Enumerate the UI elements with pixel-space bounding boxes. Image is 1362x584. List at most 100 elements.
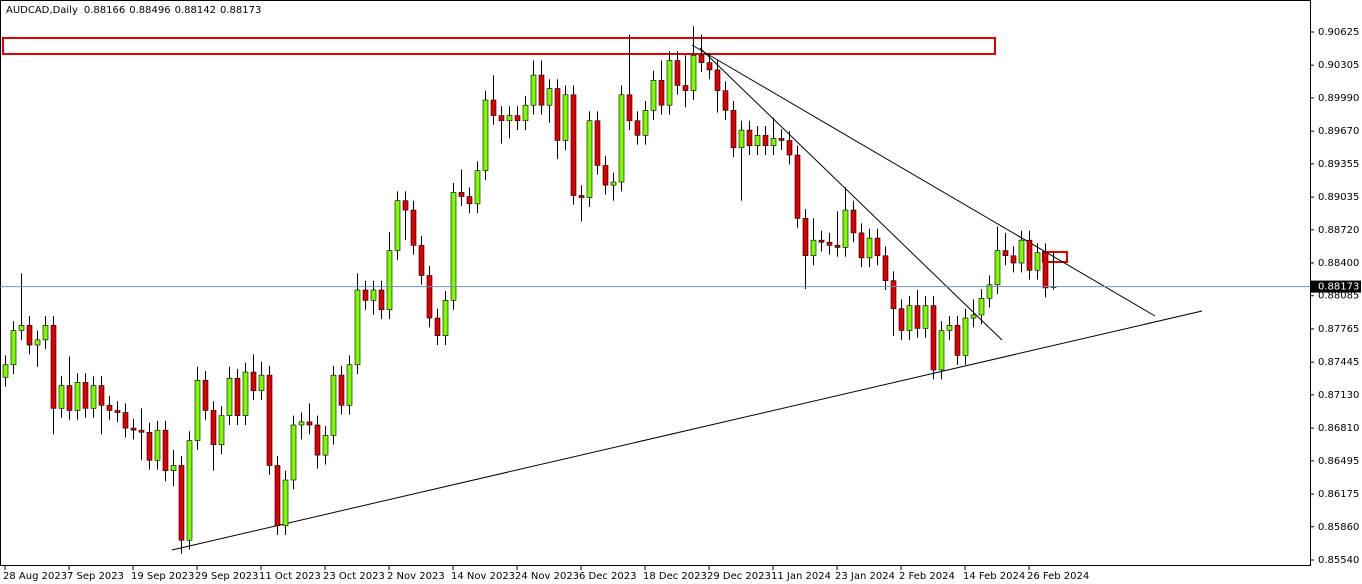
candle-body	[434, 317, 441, 336]
candle-body	[18, 325, 25, 331]
candle-body	[186, 440, 193, 541]
candle-body	[170, 465, 177, 471]
candle-body	[402, 200, 409, 211]
candle-body	[610, 181, 617, 186]
candle-body	[474, 170, 481, 205]
candle-body	[850, 209, 857, 234]
candle-body	[618, 94, 625, 183]
candle-body	[322, 435, 329, 456]
candle-body	[586, 120, 593, 198]
candle-body	[250, 371, 257, 392]
steep-trendline	[699, 47, 1003, 341]
high-value: 0.88496	[129, 5, 170, 16]
candle-body	[722, 90, 729, 111]
candle-body	[282, 479, 289, 527]
plot-frame	[0, 0, 1311, 566]
candle-body	[1034, 252, 1041, 271]
y-tick-label: 0.86175	[1318, 489, 1359, 500]
symbol: AUDCAD,Daily	[6, 5, 78, 16]
x-tick-label: 11 Jan 2024	[771, 571, 831, 582]
candle-body	[794, 154, 801, 219]
candle-body	[762, 134, 769, 146]
candle-body	[498, 115, 505, 122]
candle-body	[650, 79, 657, 111]
candle-body	[546, 88, 553, 106]
candle-body	[362, 289, 369, 301]
candle-body	[786, 140, 793, 156]
candle-body	[698, 55, 705, 63]
candle-body	[994, 250, 1001, 286]
y-tick-label: 0.86810	[1318, 423, 1359, 434]
x-tick-label: 19 Sep 2023	[131, 571, 194, 582]
candle-body	[162, 429, 169, 471]
candle-body	[410, 209, 417, 246]
candle-body	[906, 305, 913, 331]
low-value: 0.88142	[175, 5, 216, 16]
y-tick-label: 0.87130	[1318, 390, 1359, 401]
candle-body	[626, 94, 633, 122]
candle-body	[738, 129, 745, 149]
x-tick-label: 29 Dec 2023	[707, 571, 771, 582]
candle-body	[778, 138, 785, 141]
candle-body	[346, 364, 353, 406]
candle-body	[842, 209, 849, 248]
header: AUDCAD,Daily 0.88166 0.88496 0.88142 0.88173	[6, 5, 261, 16]
x-tick-label: 29 Sep 2023	[195, 571, 258, 582]
candle-body	[274, 465, 281, 527]
candle-body	[106, 404, 113, 411]
y-tick-label: 0.88085	[1318, 291, 1359, 302]
x-tick-label: 24 Nov 2023	[515, 571, 579, 582]
candle-body	[2, 364, 9, 378]
candle-body	[802, 218, 809, 257]
candle-body	[970, 314, 977, 319]
candle-body	[882, 255, 889, 281]
x-tick-label: 23 Oct 2023	[323, 571, 385, 582]
candle-body	[554, 88, 561, 141]
x-tick-label: 11 Oct 2023	[259, 571, 321, 582]
candle-body	[658, 79, 665, 106]
candle-body	[202, 380, 209, 411]
x-tick-label: 14 Feb 2024	[963, 571, 1025, 582]
y-tick-label: 0.87445	[1318, 357, 1359, 368]
x-tick-label: 7 Sep 2023	[67, 571, 124, 582]
candle-body	[426, 275, 433, 319]
candle-body	[394, 200, 401, 251]
resistance-zone	[2, 37, 996, 55]
x-tick-label: 2 Feb 2024	[899, 571, 955, 582]
candle-body	[226, 377, 233, 416]
candle-body	[330, 374, 337, 436]
candle-body	[234, 377, 241, 416]
candle-body	[866, 237, 873, 259]
candle-body	[754, 134, 761, 146]
candle-body	[298, 421, 305, 426]
resistance-trendline	[691, 44, 1156, 317]
candle-body	[114, 410, 121, 413]
candle-body	[602, 165, 609, 186]
candle-body	[1010, 255, 1017, 264]
candle-body	[858, 232, 865, 259]
candle-body	[570, 94, 577, 196]
y-tick-label: 0.89035	[1318, 192, 1359, 203]
candle-body	[42, 325, 49, 341]
current-price-label: 0.88173	[1318, 282, 1359, 293]
candle-body	[578, 195, 585, 198]
candle-body	[26, 325, 33, 346]
candle-body	[914, 305, 921, 329]
y-tick-label: 0.90625	[1318, 27, 1359, 38]
candle-body	[706, 62, 713, 71]
candle-body	[562, 94, 569, 141]
candle-body	[490, 99, 497, 116]
candle-body	[922, 305, 929, 329]
candle-body	[1002, 250, 1009, 257]
candle-body	[418, 245, 425, 276]
candle-body	[1018, 239, 1025, 264]
candle-body	[74, 382, 81, 411]
candle-body	[66, 385, 73, 411]
candle-body	[82, 382, 89, 409]
candle-body	[770, 138, 777, 146]
candle-body	[730, 110, 737, 149]
candle-body	[386, 250, 393, 311]
candle-body	[834, 245, 841, 248]
